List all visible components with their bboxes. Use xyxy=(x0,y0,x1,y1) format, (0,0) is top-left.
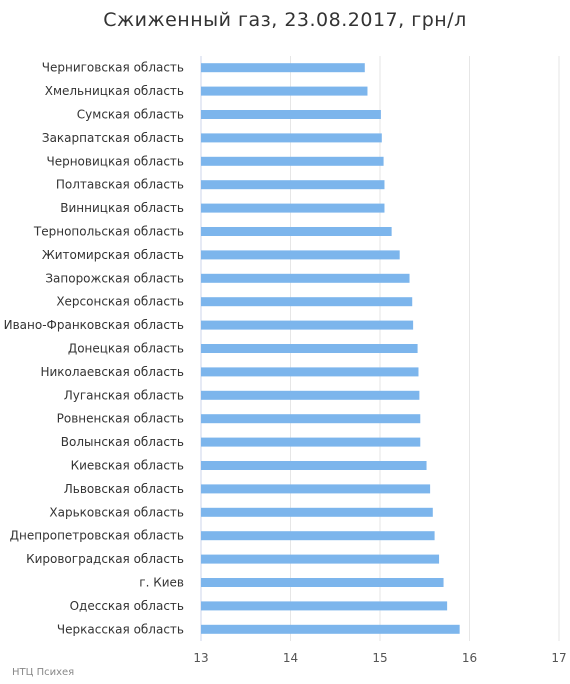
category-label: Сумская область xyxy=(77,108,184,122)
x-tick-label: 17 xyxy=(551,651,566,665)
chart-title: Сжиженный газ, 23.08.2017, грн/л xyxy=(103,9,467,31)
category-label: Донецкая область xyxy=(68,342,184,356)
bars xyxy=(201,63,460,634)
category-label: Винницкая область xyxy=(60,201,184,215)
category-label: г. Киев xyxy=(139,576,184,590)
category-label: Черниговская область xyxy=(42,61,184,75)
x-tick-label: 16 xyxy=(462,651,477,665)
category-label: Закарпатская область xyxy=(42,131,184,145)
category-label: Житомирская область xyxy=(42,248,184,262)
category-label: Хмельницкая область xyxy=(45,84,184,98)
category-label: Тернопольская область xyxy=(33,225,184,239)
category-label: Киевская область xyxy=(71,459,184,473)
category-label: Полтавская область xyxy=(56,178,184,192)
bar[interactable] xyxy=(201,203,385,213)
bar[interactable] xyxy=(201,344,418,353)
category-label: Ивано-Франковская область xyxy=(4,318,184,332)
category-label: Ровненская область xyxy=(57,412,184,426)
category-label: Одесская область xyxy=(70,599,184,613)
category-label: Харьковская область xyxy=(49,505,184,519)
bar[interactable] xyxy=(201,507,433,517)
category-label: Волынская область xyxy=(61,435,184,449)
category-labels: Черниговская область Хмельницкая область С… xyxy=(4,61,184,637)
bar[interactable] xyxy=(201,578,444,587)
category-label: Кировоградская область xyxy=(26,552,184,566)
bar[interactable] xyxy=(201,110,381,119)
bar[interactable] xyxy=(201,86,368,96)
bar[interactable] xyxy=(201,273,410,283)
bar[interactable] xyxy=(201,63,365,73)
bar[interactable] xyxy=(201,250,400,260)
x-axis-ticks: 13 14 15 16 17 xyxy=(193,651,566,665)
credit-text: НТЦ Психея xyxy=(12,667,75,678)
bar[interactable] xyxy=(201,554,440,564)
bar[interactable] xyxy=(201,531,435,541)
category-label: Луганская область xyxy=(64,388,184,402)
bar[interactable] xyxy=(201,414,421,424)
bar[interactable] xyxy=(201,484,431,494)
category-label: Херсонская область xyxy=(56,295,184,309)
bar[interactable] xyxy=(201,437,421,447)
bar[interactable] xyxy=(201,156,384,166)
category-label: Черновицкая область xyxy=(46,154,184,168)
bar[interactable] xyxy=(201,227,392,236)
bar[interactable] xyxy=(201,297,413,307)
category-label: Днепропетровская область xyxy=(10,529,184,543)
bar[interactable] xyxy=(201,180,385,190)
bar[interactable] xyxy=(201,601,448,611)
bar[interactable] xyxy=(201,320,414,330)
x-tick-label: 13 xyxy=(193,651,208,665)
bar[interactable] xyxy=(201,133,382,143)
bar[interactable] xyxy=(201,390,420,400)
category-label: Николаевская область xyxy=(40,365,184,379)
bar[interactable] xyxy=(201,367,419,377)
bar[interactable] xyxy=(201,624,460,634)
category-label: Черкасская область xyxy=(57,622,184,636)
x-tick-label: 14 xyxy=(283,651,298,665)
category-label: Запорожская область xyxy=(45,271,184,285)
category-label: Львовская область xyxy=(64,482,184,496)
x-tick-label: 15 xyxy=(372,651,387,665)
bar[interactable] xyxy=(201,461,427,470)
